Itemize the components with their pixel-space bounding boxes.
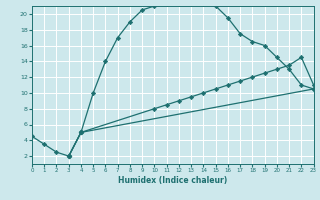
X-axis label: Humidex (Indice chaleur): Humidex (Indice chaleur) xyxy=(118,176,228,185)
